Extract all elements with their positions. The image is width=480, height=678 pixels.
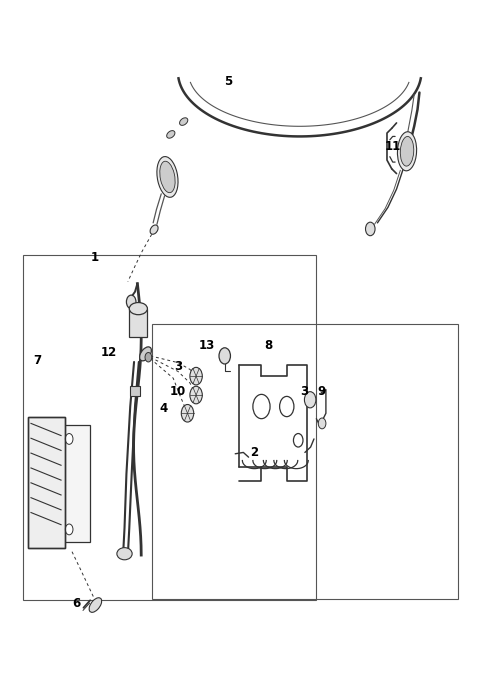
Text: 1: 1 (90, 252, 98, 264)
Text: 5: 5 (224, 75, 232, 87)
Circle shape (280, 397, 294, 417)
Circle shape (65, 524, 73, 535)
Ellipse shape (160, 161, 175, 193)
Circle shape (190, 367, 202, 385)
Text: 3: 3 (300, 385, 309, 398)
Circle shape (181, 405, 194, 422)
Ellipse shape (150, 225, 158, 235)
Circle shape (304, 392, 316, 408)
Ellipse shape (180, 118, 188, 125)
Circle shape (145, 353, 152, 362)
Bar (129, 308, 147, 337)
Text: 7: 7 (33, 354, 41, 367)
Text: 6: 6 (72, 597, 81, 610)
Ellipse shape (397, 132, 417, 171)
Bar (152, 324, 458, 599)
Circle shape (190, 386, 202, 404)
Bar (28, 417, 65, 549)
Bar (49, 425, 90, 542)
Circle shape (365, 222, 375, 236)
Circle shape (126, 295, 136, 308)
Text: 12: 12 (101, 346, 117, 359)
Ellipse shape (400, 136, 414, 166)
Text: 8: 8 (264, 339, 273, 353)
Ellipse shape (117, 548, 132, 560)
Circle shape (293, 433, 303, 447)
Text: 10: 10 (170, 385, 186, 398)
Ellipse shape (157, 157, 178, 197)
Text: 11: 11 (384, 140, 401, 153)
Bar (28, 417, 65, 549)
Circle shape (219, 348, 230, 364)
Text: 3: 3 (174, 359, 182, 372)
Bar (23, 255, 316, 600)
Circle shape (318, 418, 326, 428)
Bar (130, 386, 140, 397)
Text: 4: 4 (159, 402, 168, 415)
Ellipse shape (167, 131, 175, 138)
Ellipse shape (129, 302, 147, 315)
Ellipse shape (140, 347, 151, 361)
Text: 2: 2 (250, 446, 258, 459)
Text: 13: 13 (198, 339, 215, 353)
Circle shape (253, 395, 270, 419)
Text: 9: 9 (317, 385, 325, 398)
Circle shape (65, 433, 73, 444)
Ellipse shape (89, 598, 102, 612)
